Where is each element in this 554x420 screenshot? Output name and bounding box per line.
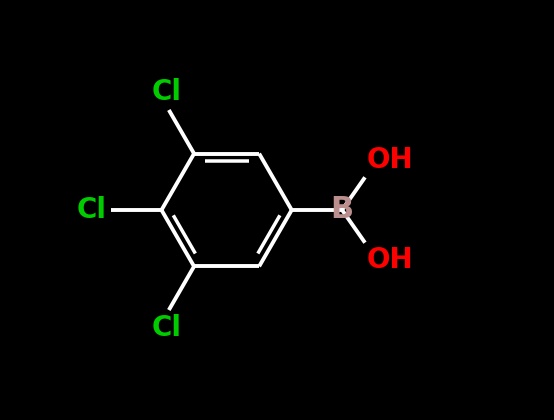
Text: OH: OH	[367, 246, 414, 274]
Text: Cl: Cl	[152, 78, 182, 106]
Text: B: B	[331, 195, 353, 225]
Text: OH: OH	[367, 146, 414, 174]
Text: Cl: Cl	[77, 196, 107, 224]
Text: Cl: Cl	[152, 314, 182, 342]
